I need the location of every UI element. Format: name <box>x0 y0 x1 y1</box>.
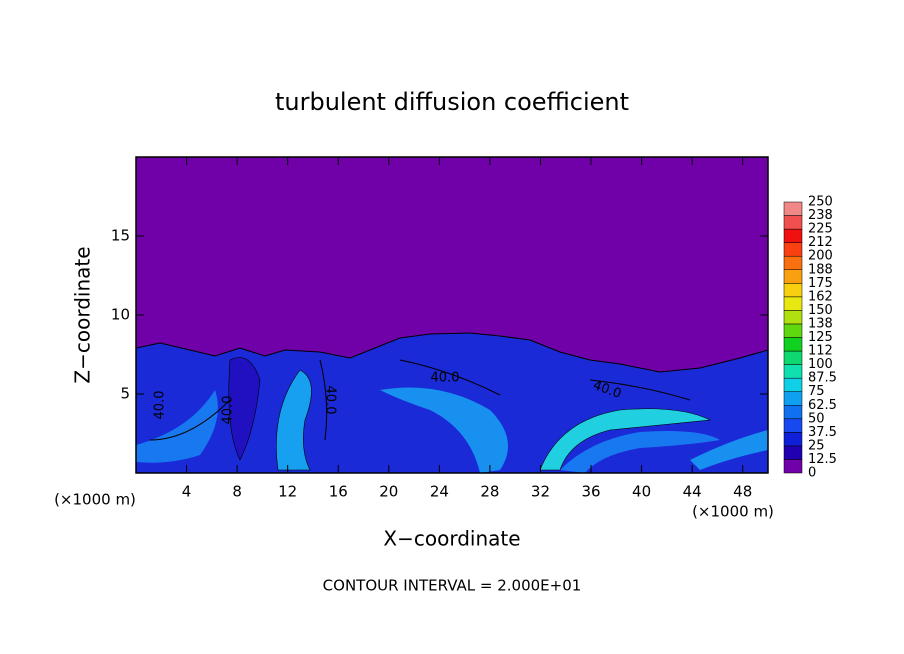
colorbar-label: 238 <box>808 208 833 223</box>
colorbar-label: 225 <box>808 222 833 237</box>
colorbar-bin <box>783 418 803 433</box>
colorbar-bin <box>783 337 803 352</box>
y-axis-title: Z−coordinate <box>71 246 95 383</box>
contour-line <box>149 359 691 441</box>
colorbar-bin <box>783 459 803 474</box>
contour-label: 40.0 <box>431 371 460 386</box>
field-streak <box>539 408 712 471</box>
x-unit-label: (×1000 m) <box>692 503 774 521</box>
colorbar-bin <box>783 201 803 216</box>
colorbar-label: 200 <box>808 249 833 264</box>
colorbar-bin <box>783 377 803 392</box>
footer: CONTOUR INTERVAL = 2.000E+01 <box>323 577 582 595</box>
field-streak <box>560 431 720 473</box>
colorbar-label: 25 <box>808 438 825 453</box>
colorbar-label: 162 <box>808 289 833 304</box>
contour-label: 40.0 <box>153 391 168 420</box>
field-streak <box>276 369 312 471</box>
x-tick-label: 12 <box>278 483 297 501</box>
x-tick-label: 48 <box>733 483 752 501</box>
x-tick-label: 28 <box>480 483 499 501</box>
colorbar-bin <box>783 228 803 243</box>
x-tick-label: 4 <box>182 483 192 501</box>
y-tick-label: 5 <box>120 385 130 403</box>
colorbar-bin <box>783 323 803 338</box>
colorbar-bin <box>783 242 803 257</box>
contour-label: 40.0 <box>221 396 236 425</box>
colorbar-label: 250 <box>808 195 833 210</box>
colorbar-bin <box>783 405 803 420</box>
x-tick-label: 8 <box>232 483 242 501</box>
colorbar-label: 0 <box>808 466 816 481</box>
x-unit-label: (×1000 m) <box>54 491 136 509</box>
field-streak <box>690 430 768 470</box>
field-streak <box>380 387 508 473</box>
colorbar-bin <box>783 283 803 298</box>
chart-title: turbulent diffusion coefficient <box>275 88 629 116</box>
colorbar-label: 87.5 <box>808 371 837 386</box>
colorbar-bin <box>783 296 803 311</box>
colorbar-bin <box>783 364 803 379</box>
y-tick-label: 10 <box>111 306 130 324</box>
x-tick-label: 44 <box>683 483 702 501</box>
colorbar-label: 112 <box>808 344 833 359</box>
x-tick-label: 32 <box>531 483 550 501</box>
y-tick-label: 15 <box>111 227 130 245</box>
colorbar-label: 150 <box>808 303 833 318</box>
contour-label: 40.0 <box>323 386 338 415</box>
colorbar-label: 37.5 <box>808 425 837 440</box>
colorbar-bin <box>783 269 803 284</box>
x-tick-label: 16 <box>329 483 348 501</box>
x-tick-label: 24 <box>430 483 449 501</box>
colorbar-bin <box>783 215 803 230</box>
colorbar-label: 138 <box>808 316 833 331</box>
colorbar-label: 125 <box>808 330 833 345</box>
contour-field <box>135 157 769 474</box>
colorbar-bin <box>783 432 803 447</box>
colorbar-bin <box>783 391 803 406</box>
x-tick-label: 20 <box>379 483 398 501</box>
field-core <box>228 357 261 461</box>
colorbar-label: 50 <box>808 411 825 426</box>
colorbar-bin <box>783 445 803 460</box>
field-streak <box>136 390 218 463</box>
x-axis-title: X−coordinate <box>383 527 520 551</box>
colorbar-bin <box>783 310 803 325</box>
colorbar-bin <box>783 350 803 365</box>
colorbar-label: 62.5 <box>808 398 837 413</box>
colorbar-label: 175 <box>808 276 833 291</box>
colorbar-label: 12.5 <box>808 452 837 467</box>
colorbar-label: 188 <box>808 262 833 277</box>
colorbar-label: 212 <box>808 235 833 250</box>
colorbar-label: 75 <box>808 384 825 399</box>
x-tick-label: 36 <box>581 483 600 501</box>
colorbar-bin <box>783 255 803 271</box>
x-tick-label: 40 <box>632 483 651 501</box>
colorbar-label: 100 <box>808 357 833 372</box>
